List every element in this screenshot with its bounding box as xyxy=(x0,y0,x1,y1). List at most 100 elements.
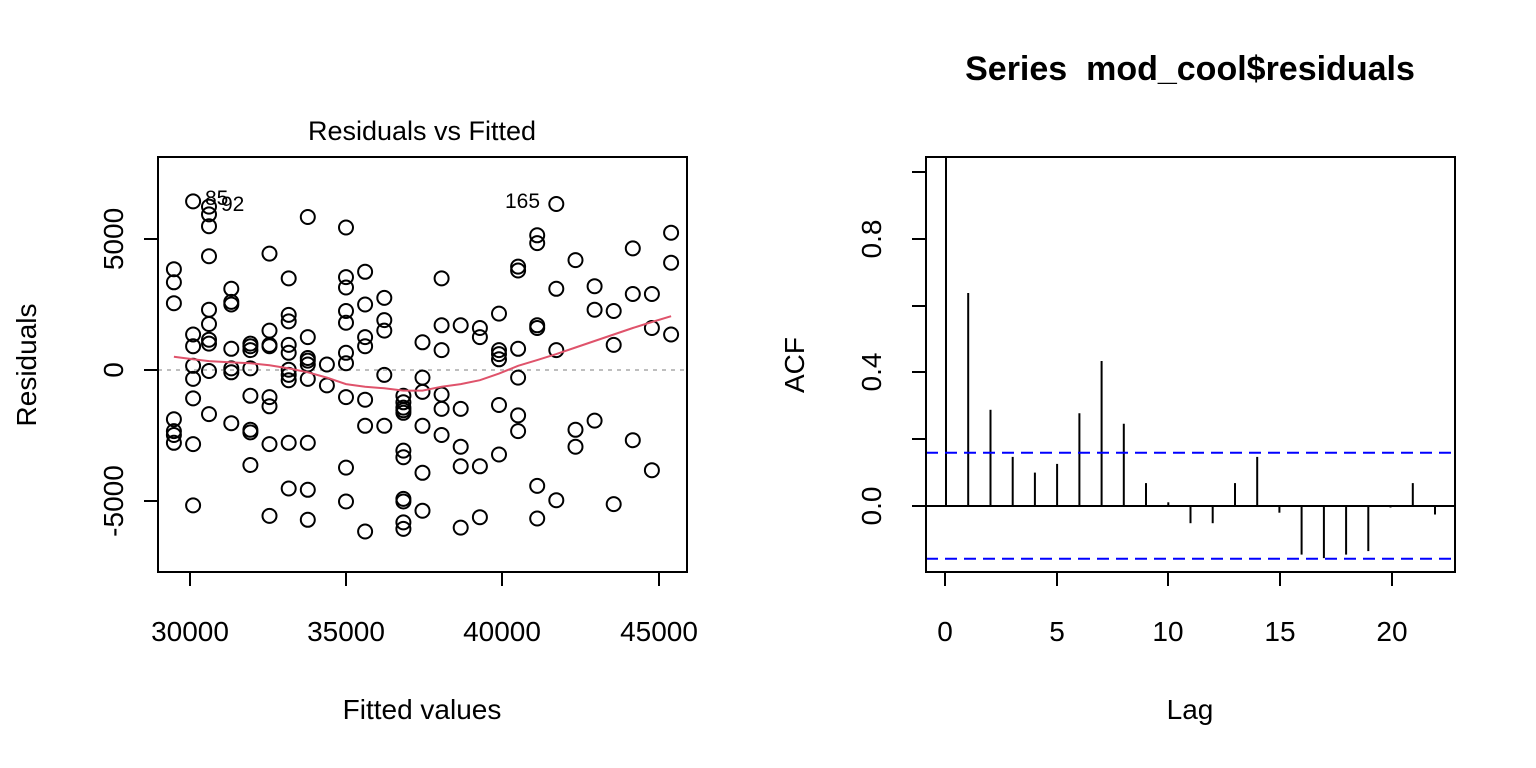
residual-point xyxy=(491,446,507,463)
acf-y-axis-title: ACF xyxy=(779,337,810,393)
residual-point xyxy=(471,509,488,526)
residuals-y-tick-label: -5000 xyxy=(98,465,129,537)
residual-point xyxy=(471,329,488,346)
residual-point xyxy=(261,507,278,524)
residual-point xyxy=(357,338,374,355)
residual-point xyxy=(185,338,202,355)
residual-point xyxy=(165,427,182,443)
residual-point xyxy=(452,438,469,455)
residual-point xyxy=(452,400,469,417)
residual-point xyxy=(414,334,431,351)
residual-point xyxy=(586,301,603,318)
residual-point xyxy=(201,218,217,235)
residual-point xyxy=(165,261,182,278)
residual-point xyxy=(643,286,660,302)
residual-point xyxy=(338,355,354,372)
residual-point xyxy=(280,313,297,330)
residual-point xyxy=(491,305,507,322)
residual-point xyxy=(223,280,240,297)
residual-point xyxy=(567,421,584,438)
residual-point xyxy=(548,196,565,212)
residual-point xyxy=(201,198,217,215)
residual-point xyxy=(261,398,278,415)
residual-point xyxy=(201,206,217,223)
residual-point xyxy=(165,434,182,451)
residual-point xyxy=(201,248,217,265)
residuals-y-tick-label: 5000 xyxy=(98,208,129,270)
residual-point xyxy=(357,523,374,540)
residual-point xyxy=(201,316,217,332)
residual-point xyxy=(201,301,217,318)
residual-point xyxy=(223,415,240,432)
residual-point xyxy=(491,351,507,368)
acf-x-tick-label: 5 xyxy=(1049,616,1065,647)
residual-point xyxy=(529,510,546,527)
residual-point xyxy=(299,329,316,346)
residual-point xyxy=(338,269,354,286)
residual-point xyxy=(663,326,680,343)
residual-point xyxy=(395,493,412,510)
residual-points xyxy=(165,193,680,540)
residual-point xyxy=(586,412,603,429)
residuals-x-tick-label: 45000 xyxy=(620,616,698,647)
residual-point xyxy=(471,458,488,475)
residual-point xyxy=(338,314,354,331)
residual-point xyxy=(376,312,393,329)
residual-point xyxy=(624,240,641,257)
residual-point xyxy=(338,493,354,510)
residual-point xyxy=(548,492,565,509)
point-label-165: 165 xyxy=(505,190,540,213)
residuals-x-tick-label: 30000 xyxy=(151,616,229,647)
residual-point xyxy=(357,263,374,280)
residuals-y-tick-label: 0 xyxy=(98,362,129,378)
residual-point xyxy=(280,336,297,353)
residual-point xyxy=(567,252,584,269)
residual-point xyxy=(395,520,412,537)
residual-point xyxy=(529,477,546,494)
residual-point xyxy=(185,357,202,374)
acf-x-tick-label: 15 xyxy=(1264,616,1295,647)
residual-point xyxy=(299,209,316,225)
residual-point xyxy=(280,434,297,451)
residual-point xyxy=(395,514,412,531)
residual-point xyxy=(242,387,259,404)
residuals-x-axis-title: Fitted values xyxy=(343,694,502,725)
residual-point xyxy=(261,245,278,262)
residual-point xyxy=(624,286,641,302)
residual-point xyxy=(201,335,217,352)
point-label-92: 92 xyxy=(221,193,244,216)
residual-point xyxy=(357,329,374,346)
residual-point xyxy=(433,270,450,287)
residual-point xyxy=(165,295,182,312)
residual-point xyxy=(510,423,527,440)
acf-chart-title: Series mod_cool$residuals xyxy=(965,50,1415,88)
residual-point xyxy=(318,356,335,373)
residual-point xyxy=(201,406,217,423)
residual-point xyxy=(433,427,450,443)
residual-point xyxy=(261,436,278,453)
acf-y-tick-label: 0.4 xyxy=(856,353,887,392)
residual-point xyxy=(299,434,316,451)
residual-point xyxy=(242,360,259,377)
residual-point xyxy=(242,424,259,441)
residual-point xyxy=(357,391,374,408)
residual-point xyxy=(395,442,412,459)
residual-point xyxy=(433,386,450,403)
residual-point xyxy=(663,254,680,271)
residuals-y-axis-title: Residuals xyxy=(11,304,42,427)
residual-point xyxy=(261,322,278,339)
acf-panel: Series mod_cool$residuals 0 5 10 15 20 L… xyxy=(779,50,1456,725)
residual-point xyxy=(318,377,335,394)
residual-point xyxy=(357,296,374,313)
residual-point xyxy=(376,322,393,339)
residual-point xyxy=(452,519,469,536)
residual-point xyxy=(338,344,354,361)
residual-point xyxy=(338,459,354,476)
residual-point xyxy=(280,344,297,361)
residual-point xyxy=(299,481,316,498)
residual-point xyxy=(338,389,354,406)
residual-point xyxy=(414,369,431,386)
residual-point xyxy=(185,326,202,343)
residual-point xyxy=(510,407,527,424)
